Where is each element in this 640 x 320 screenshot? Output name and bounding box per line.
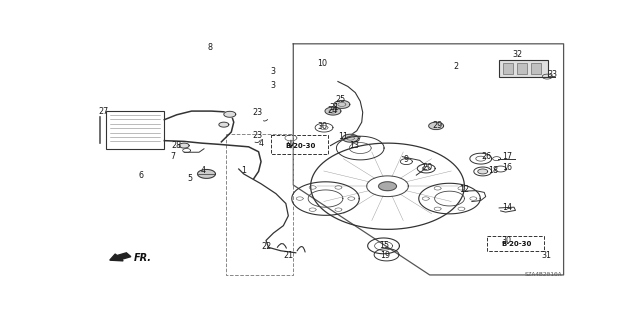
Text: 20: 20 xyxy=(422,163,432,172)
Text: 3: 3 xyxy=(270,67,275,76)
Text: 22: 22 xyxy=(261,242,271,251)
Text: 1: 1 xyxy=(241,166,246,175)
Bar xyxy=(499,60,548,77)
Polygon shape xyxy=(224,111,236,117)
FancyArrow shape xyxy=(110,253,131,261)
Text: 4: 4 xyxy=(259,139,264,148)
Text: 25: 25 xyxy=(335,95,346,105)
Text: 32: 32 xyxy=(513,50,522,59)
Bar xyxy=(517,62,527,74)
Text: 14: 14 xyxy=(502,203,513,212)
Text: 4: 4 xyxy=(200,166,205,175)
Text: 17: 17 xyxy=(502,152,513,161)
Text: 27: 27 xyxy=(99,107,109,116)
Text: 9: 9 xyxy=(404,155,409,164)
Polygon shape xyxy=(325,107,341,115)
Text: 30: 30 xyxy=(317,122,327,131)
Text: 31: 31 xyxy=(541,251,551,260)
Text: 23: 23 xyxy=(253,131,262,140)
Text: 28: 28 xyxy=(172,141,182,150)
Text: 6: 6 xyxy=(138,171,143,180)
Text: 23: 23 xyxy=(253,108,262,117)
Polygon shape xyxy=(219,122,229,127)
Text: 13: 13 xyxy=(349,141,359,150)
Polygon shape xyxy=(334,100,350,108)
Text: 19: 19 xyxy=(380,251,390,260)
Text: 11: 11 xyxy=(338,132,348,141)
Bar xyxy=(106,111,164,149)
Text: B-20-30: B-20-30 xyxy=(285,142,316,148)
Bar xyxy=(503,62,513,74)
Text: 24: 24 xyxy=(327,106,337,115)
Polygon shape xyxy=(342,134,358,142)
Text: 2: 2 xyxy=(453,62,458,71)
Text: 3: 3 xyxy=(270,81,275,90)
Polygon shape xyxy=(429,122,444,130)
Bar xyxy=(486,236,544,251)
Polygon shape xyxy=(379,182,396,191)
Text: 31: 31 xyxy=(329,103,339,112)
Text: 21: 21 xyxy=(284,251,293,260)
Text: FR.: FR. xyxy=(134,253,152,263)
Text: 12: 12 xyxy=(460,185,470,195)
Text: 26: 26 xyxy=(482,152,492,161)
Text: 10: 10 xyxy=(317,59,327,68)
Polygon shape xyxy=(198,170,216,178)
Text: SZA4B2010A: SZA4B2010A xyxy=(525,272,562,277)
Polygon shape xyxy=(478,169,488,174)
Text: 7: 7 xyxy=(171,152,176,161)
Text: 33: 33 xyxy=(547,70,557,79)
Text: 16: 16 xyxy=(502,163,513,172)
Text: 18: 18 xyxy=(488,166,498,175)
Bar xyxy=(531,62,541,74)
Bar xyxy=(271,135,328,154)
Text: 30: 30 xyxy=(502,236,511,245)
Text: 29: 29 xyxy=(432,121,442,130)
Text: B-20-30: B-20-30 xyxy=(501,241,532,247)
Polygon shape xyxy=(179,143,189,148)
Text: 5: 5 xyxy=(188,174,193,183)
Text: 15: 15 xyxy=(379,241,389,250)
Text: 8: 8 xyxy=(207,43,212,52)
